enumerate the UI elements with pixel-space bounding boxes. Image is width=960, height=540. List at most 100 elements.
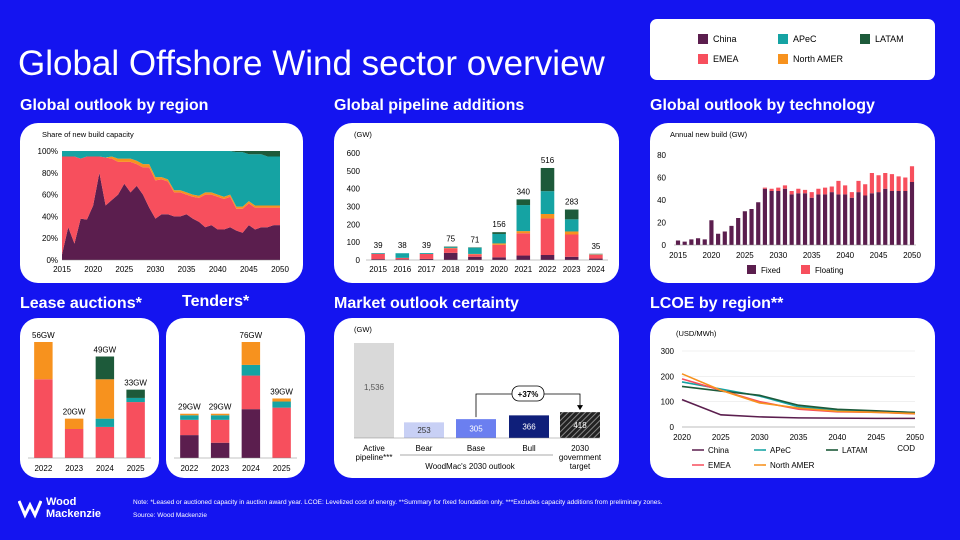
bar-segment-fixed <box>682 241 687 245</box>
x-tick-label: 2040 <box>209 265 227 274</box>
x-label-bull: Bull <box>522 444 536 453</box>
area-series-latam <box>62 151 280 157</box>
x-tick-label: 2024 <box>587 265 605 274</box>
x-tick-label: 2023 <box>211 464 229 473</box>
bar-segment-floating <box>856 180 861 193</box>
bar-value-label: 418 <box>573 421 587 430</box>
bar-segment-china <box>492 257 506 260</box>
bar-segment-china <box>589 258 603 260</box>
bar-segment-floating <box>829 186 834 193</box>
bar-segment-emea <box>564 234 579 257</box>
y-tick-label: 20 <box>657 219 666 228</box>
bar-segment-floating <box>863 184 868 196</box>
bar-segment-emea <box>95 426 115 458</box>
y-tick-label: 100 <box>347 238 361 247</box>
bar-segment-fixed <box>736 218 741 245</box>
area-series-emea <box>62 156 280 255</box>
bar-segment-fixed <box>782 188 788 245</box>
page-title: Global Offshore Wind sector overview <box>18 44 605 83</box>
bar-segment-emea <box>516 233 531 256</box>
x-tick-label: 2022 <box>539 265 557 274</box>
bar-segment-floating <box>789 191 794 195</box>
y-tick-label: 60 <box>657 174 666 183</box>
y-tick-label: 200 <box>347 220 361 229</box>
legend-swatch <box>778 34 788 44</box>
bar-segment-apec <box>443 247 458 249</box>
footnote: Note: *Leased or auctioned capacity in a… <box>133 499 663 506</box>
panel-technology: Annual new build (GW) 0 20 40 60 80 2015 2020 20… <box>650 123 935 283</box>
bar-value-label: 366 <box>522 423 536 432</box>
bar-segment-north-amer <box>64 418 84 429</box>
x-tick-label: 2015 <box>669 251 687 260</box>
bar-1 <box>404 422 444 438</box>
bar-segment-emea <box>468 254 482 257</box>
bar-segment-apec <box>272 401 291 408</box>
x-tick-label: 2024 <box>242 464 260 473</box>
bar-segment-emea <box>419 253 434 259</box>
wood-mackenzie-logo: Wood Mackenzie <box>18 496 101 520</box>
bar-segment-floating <box>782 185 788 189</box>
x-tick-label: 2045 <box>240 265 258 274</box>
y-tick-label: 400 <box>347 185 361 194</box>
bar-segment-north-amer <box>492 243 506 245</box>
bar-segment-floating <box>769 188 774 191</box>
growth-badge-label: +37% <box>518 390 539 399</box>
bar-segment-china <box>443 252 458 260</box>
bar-segment-china <box>419 258 434 260</box>
x-tick-label: 2040 <box>828 433 846 442</box>
y-tick-label: 0 <box>662 241 667 250</box>
bar-segment-north-amer <box>564 231 579 235</box>
bar-value-label: 1,536 <box>364 383 385 392</box>
x-tick-label: 2021 <box>514 265 532 274</box>
bar-segment-fixed <box>909 182 915 245</box>
legend-item-apec: APeC <box>778 34 817 44</box>
bar-segment-emea <box>443 248 458 253</box>
heading-certainty: Market outlook certainty <box>334 295 519 312</box>
bar-segment-floating <box>876 175 881 193</box>
bar-value-label: 253 <box>417 426 431 435</box>
x-tick-label: 2015 <box>53 265 71 274</box>
bar-segment-apec <box>564 219 579 232</box>
x-tick-label: 2020 <box>703 251 721 260</box>
bar-segment-fixed <box>829 192 834 245</box>
x-label-target-3: target <box>570 462 591 471</box>
unit-label: (USD/MWh) <box>676 329 717 338</box>
y-tick-label: 80% <box>42 169 58 178</box>
heading-technology: Global outlook by technology <box>650 97 875 114</box>
bar-segment-fixed <box>809 197 814 245</box>
x-tick-label: 2024 <box>96 464 114 473</box>
legend-label-emea: EMEA <box>708 461 731 470</box>
bar-segment-fixed <box>903 191 908 245</box>
bar-segment-china <box>540 255 555 260</box>
bar-segment-fixed <box>876 192 881 245</box>
area-series-apec <box>62 151 280 207</box>
x-tick-label: 2023 <box>65 464 83 473</box>
line-series-china <box>681 398 915 420</box>
y-tick-label: 20% <box>42 234 58 243</box>
x-tick-label: 2025 <box>736 251 754 260</box>
bar-segment-apec <box>180 415 199 420</box>
x-tick-label: 2045 <box>867 433 885 442</box>
bar-segment-latam <box>564 209 579 220</box>
bar-segment-fixed <box>702 239 707 245</box>
bar-total-label: 39 <box>374 241 383 250</box>
x-tick-label: 2045 <box>870 251 888 260</box>
bar-total-label: 283 <box>565 198 579 207</box>
bar-segment-latam <box>540 167 555 192</box>
bar-0 <box>354 343 394 438</box>
bar-segment-fixed <box>883 188 888 245</box>
logo-line-1: Wood <box>46 496 77 508</box>
bar-segment-emea <box>272 407 291 458</box>
heading-region: Global outlook by region <box>20 97 209 114</box>
legend-swatch <box>860 34 870 44</box>
unit-label: (GW) <box>354 130 372 139</box>
bar-segment-floating <box>869 173 874 194</box>
bar-segment-floating <box>843 185 848 195</box>
x-label-bear: Bear <box>416 444 433 453</box>
legend-swatch-fixed <box>747 265 756 274</box>
bar-segment-apec <box>126 397 145 403</box>
bar-segment-fixed <box>756 202 761 245</box>
x-tick-label: 2020 <box>490 265 508 274</box>
bar-segment-fixed <box>796 193 801 245</box>
bar-total-label: 20GW <box>63 408 86 417</box>
